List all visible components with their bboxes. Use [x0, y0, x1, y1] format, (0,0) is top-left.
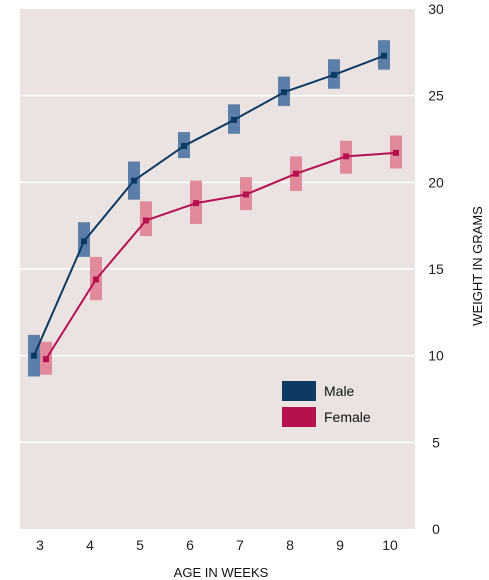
- y-tick-label-20: 20: [428, 174, 444, 190]
- x-tick-label-3: 3: [36, 537, 44, 553]
- y-tick-label-10: 10: [428, 348, 444, 364]
- male-point-9: [331, 71, 337, 78]
- legend-swatch-female: [282, 407, 316, 427]
- x-tick-labels: 3 4 5 6 7 8 9 10: [36, 537, 398, 553]
- legend-label-male: Male: [324, 383, 355, 399]
- y-tick-label-5: 5: [432, 434, 440, 450]
- legend-label-female: Female: [324, 409, 371, 425]
- male-point-8: [281, 89, 287, 96]
- x-tick-label-5: 5: [136, 537, 144, 553]
- female-series-line: [45, 151, 397, 360]
- legend-swatch-male: [282, 381, 316, 401]
- male-point-7: [231, 116, 237, 123]
- y-tick-labels: 0 5 10 15 20 25 30: [428, 1, 444, 537]
- x-tick-label-10: 10: [382, 537, 398, 553]
- legend: Male Female: [282, 381, 371, 427]
- y-tick-label-0: 0: [432, 521, 440, 537]
- x-tick-label-4: 4: [86, 537, 94, 553]
- male-series-line: [33, 54, 385, 357]
- gridlines: [20, 94, 415, 444]
- female-point-8: [293, 170, 299, 177]
- female-point-3: [43, 356, 49, 363]
- series-markers: [31, 52, 399, 363]
- y-tick-label-30: 30: [428, 1, 444, 17]
- male-point-10: [381, 52, 387, 59]
- male-point-4: [81, 238, 87, 245]
- female-point-6: [193, 200, 199, 207]
- male-point-6: [181, 142, 187, 149]
- x-tick-label-7: 7: [236, 537, 244, 553]
- y-tick-label-15: 15: [428, 261, 444, 277]
- series-lines: [33, 54, 397, 360]
- y-axis-title: WEIGHT IN GRAMS: [470, 206, 485, 326]
- x-axis-title: AGE IN WEEKS: [174, 565, 269, 580]
- female-point-7: [243, 191, 249, 198]
- female-point-4: [93, 276, 99, 283]
- x-tick-label-8: 8: [286, 537, 294, 553]
- female-point-10: [393, 149, 399, 156]
- x-tick-label-9: 9: [336, 537, 344, 553]
- x-tick-label-6: 6: [186, 537, 194, 553]
- male-point-5: [131, 177, 137, 184]
- female-point-5: [143, 217, 149, 224]
- error-bands: [28, 40, 402, 377]
- y-tick-label-25: 25: [428, 88, 444, 104]
- male-point-3: [31, 352, 37, 359]
- female-point-9: [343, 153, 349, 160]
